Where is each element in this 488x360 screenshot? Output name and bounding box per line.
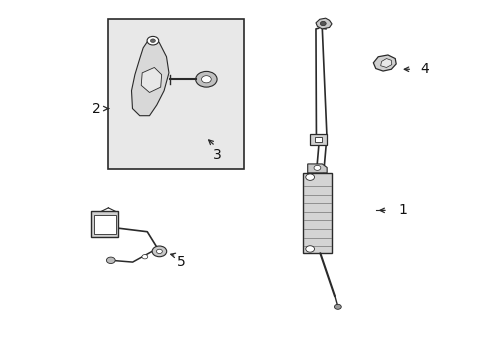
Bar (94, 215, 116, 234)
Polygon shape (315, 18, 331, 29)
Text: 5: 5 (177, 255, 185, 269)
Bar (108, 19, 244, 169)
Circle shape (150, 39, 155, 42)
Circle shape (156, 249, 162, 253)
Bar (91, 211, 118, 237)
Circle shape (334, 304, 341, 309)
Text: 2: 2 (92, 102, 101, 116)
Polygon shape (380, 59, 391, 67)
Polygon shape (372, 55, 395, 71)
Text: 4: 4 (419, 62, 428, 76)
Circle shape (152, 246, 166, 257)
Polygon shape (131, 39, 168, 116)
Polygon shape (141, 67, 162, 93)
Bar (314, 137, 322, 143)
Bar (309, 134, 326, 145)
Circle shape (195, 71, 217, 87)
Polygon shape (307, 164, 326, 173)
Text: 1: 1 (397, 203, 406, 217)
Circle shape (147, 36, 159, 45)
Circle shape (313, 165, 320, 170)
Bar (302, 173, 331, 253)
Circle shape (305, 174, 314, 180)
Circle shape (201, 76, 211, 83)
Text: 3: 3 (213, 148, 222, 162)
Circle shape (142, 255, 147, 259)
Circle shape (106, 257, 115, 264)
Circle shape (320, 21, 325, 26)
Circle shape (305, 246, 314, 252)
